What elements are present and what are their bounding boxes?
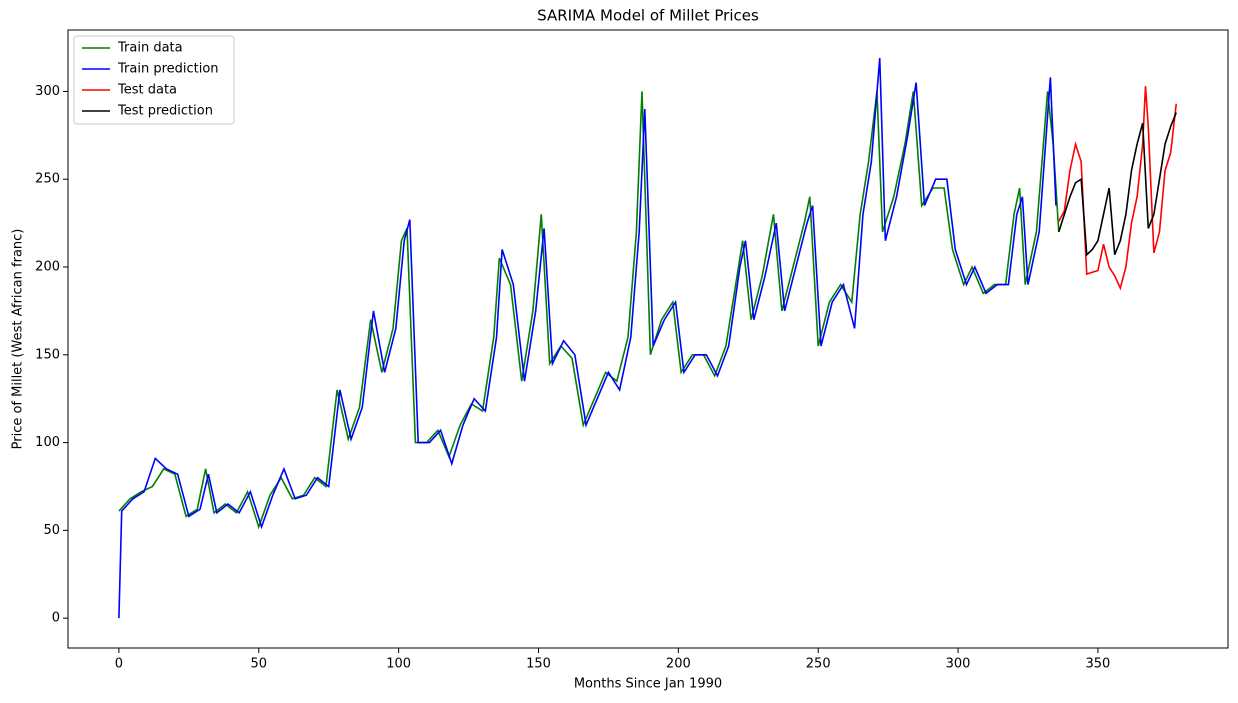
x-tick-label: 350 — [1086, 657, 1111, 672]
series-line — [118, 58, 1057, 619]
y-tick-label: 0 — [52, 611, 60, 626]
x-tick-label: 250 — [806, 657, 831, 672]
plot-frame — [67, 29, 1229, 649]
x-tick-label: 200 — [666, 657, 691, 672]
x-tick-label: 50 — [250, 657, 267, 672]
series-line — [1058, 86, 1178, 291]
y-tick-label: 200 — [35, 260, 60, 275]
legend-label: Test prediction — [117, 104, 213, 119]
y-tick-label: 50 — [43, 523, 60, 538]
legend-label: Train data — [117, 41, 183, 56]
y-tick-label: 150 — [35, 347, 60, 362]
x-tick-label: 0 — [115, 657, 123, 672]
y-tick-label: 250 — [35, 172, 60, 187]
legend-label: Test data — [117, 83, 177, 98]
series-line — [1058, 112, 1177, 257]
y-axis-label: Price of Millet (West African franc) — [11, 229, 26, 450]
x-tick-label: 150 — [526, 657, 551, 672]
x-axis-label: Months Since Jan 1990 — [574, 677, 722, 692]
chart-title: SARIMA Model of Millet Prices — [537, 7, 759, 25]
series-line — [118, 91, 1060, 530]
x-tick-label: 100 — [386, 657, 411, 672]
y-tick-label: 300 — [35, 84, 60, 99]
legend-box — [73, 35, 235, 125]
x-tick-label: 300 — [946, 657, 971, 672]
legend-label: Train prediction — [117, 62, 219, 77]
y-tick-label: 100 — [35, 435, 60, 450]
